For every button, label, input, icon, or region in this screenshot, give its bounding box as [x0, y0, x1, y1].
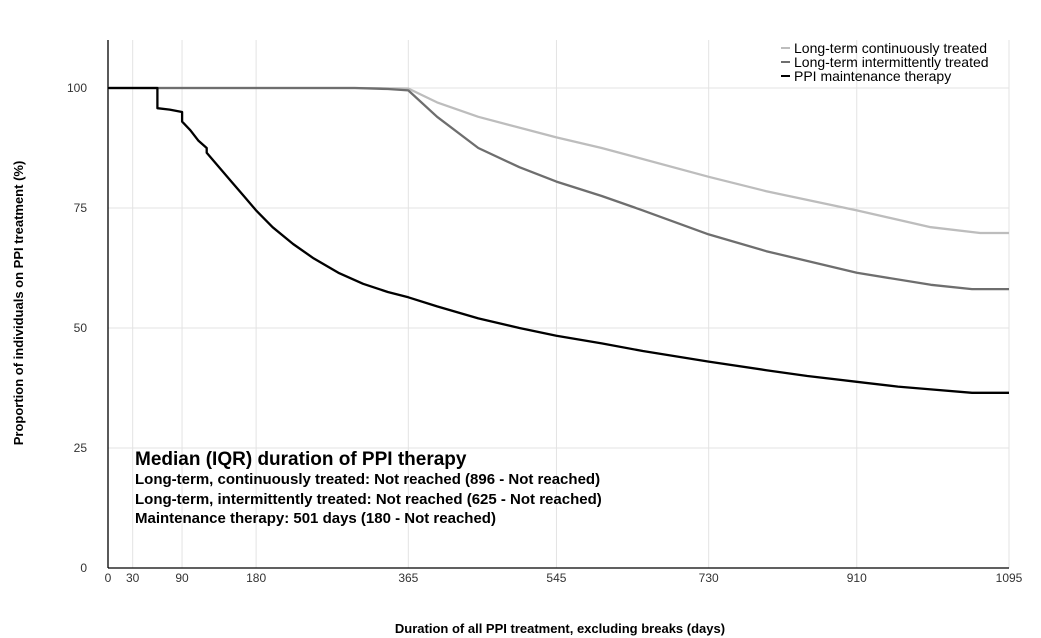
y-tick-label: 25 [74, 441, 88, 455]
x-tick-label: 545 [546, 571, 566, 585]
annotation-line-continuous: Long-term, continuously treated: Not rea… [135, 471, 600, 488]
x-axis-ticks: 0 30 90 180 365 545 730 910 1095 [105, 571, 1023, 585]
median-annotation: Median (IQR) duration of PPI therapy Lon… [135, 449, 602, 527]
x-axis-title: Duration of all PPI treatment, excluding… [395, 621, 725, 636]
x-tick-label: 30 [126, 571, 140, 585]
annotation-line-intermittent: Long-term, intermittently treated: Not r… [135, 491, 602, 508]
series-line-maintenance [108, 86, 1009, 394]
y-tick-label: 100 [67, 81, 87, 95]
x-tick-label: 365 [398, 571, 418, 585]
x-tick-label: 730 [699, 571, 719, 585]
y-axis-title: Proportion of individuals on PPI treatme… [11, 161, 26, 446]
x-tick-label: 180 [246, 571, 266, 585]
x-tick-label: 0 [105, 571, 112, 585]
series-line-intermittent [108, 86, 1009, 291]
legend: Long-term continuously treated Long-term… [781, 40, 989, 84]
annotation-title: Median (IQR) duration of PPI therapy [135, 449, 467, 470]
legend-label-continuous: Long-term continuously treated [794, 40, 987, 56]
annotation-line-maintenance: Maintenance therapy: 501 days (180 - Not… [135, 510, 496, 527]
x-tick-label: 910 [847, 571, 867, 585]
y-tick-label: 50 [74, 321, 88, 335]
y-axis-ticks: 0 25 50 75 100 [67, 81, 87, 575]
x-tick-label: 90 [175, 571, 189, 585]
y-tick-label: 75 [74, 201, 88, 215]
series-line-continuous [108, 86, 1009, 235]
legend-label-intermittent: Long-term intermittently treated [794, 54, 989, 70]
vertical-gridlines [107, 40, 1010, 568]
series-layer [108, 86, 1009, 394]
legend-label-maintenance: PPI maintenance therapy [794, 68, 951, 84]
y-tick-label: 0 [80, 561, 87, 575]
x-tick-label: 1095 [996, 571, 1023, 585]
